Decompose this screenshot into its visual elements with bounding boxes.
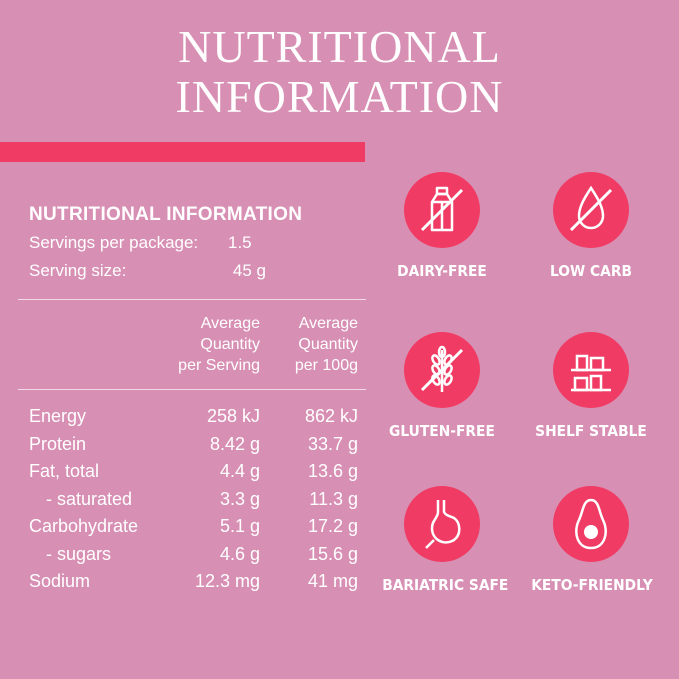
- milk-carton-crossed-icon: [420, 186, 464, 232]
- badge-gluten-free: GLUTEN-FREE: [377, 332, 507, 440]
- wheat-crossed-icon: [420, 345, 464, 392]
- row-label: Fat, total: [29, 461, 100, 481]
- table-row: - saturated 3.3 g 11.3 g: [18, 489, 366, 517]
- col1-header-line-2: Quantity: [200, 336, 260, 353]
- drop-crossed-icon: [569, 185, 613, 232]
- row-per-100g: 15.6 g: [307, 543, 358, 564]
- servings-value: 1.5: [228, 233, 252, 252]
- table-row: Protein 8.42 g 33.7 g: [18, 434, 366, 462]
- table-row: Energy 258 kJ 862 kJ: [18, 406, 366, 434]
- badge-dairy-free: DAIRY-FREE: [377, 172, 507, 280]
- servings-label: Servings per package:: [29, 233, 199, 252]
- row-per-serving: 8.42 g: [209, 433, 260, 454]
- row-per-100g: 33.7 g: [307, 433, 358, 454]
- avocado-icon: [575, 498, 607, 550]
- row-per-100g: 17.2 g: [307, 516, 358, 536]
- table-row: Carbohydrate 5.1 g 17.2 g: [18, 516, 366, 544]
- badge-circle: [553, 486, 629, 562]
- panel-heading: NUTRITIONAL INFORMATION: [29, 204, 303, 225]
- row-per-100g: 13.6 g: [307, 461, 358, 481]
- table-row: - sugars 4.6 g 15.6 g: [18, 544, 366, 572]
- badge-label: SHELF STABLE: [535, 422, 647, 440]
- badge-label: GLUTEN-FREE: [389, 422, 495, 440]
- table-row: Sodium 12.3 mg 41 mg: [18, 571, 366, 599]
- badge-circle: [553, 332, 629, 408]
- divider-bottom: [18, 389, 366, 390]
- divider-top: [18, 299, 366, 300]
- row-per-serving: 12.3 mg: [194, 571, 260, 591]
- accent-bar: [0, 142, 365, 162]
- row-per-serving: 4.4 g: [219, 461, 260, 481]
- row-per-serving: 4.6 g: [219, 543, 260, 564]
- badge-label: DAIRY-FREE: [397, 262, 487, 280]
- row-per-serving: 3.3 g: [219, 488, 260, 509]
- col1-header-line-1: Average: [200, 315, 260, 332]
- shelf-jars-icon: [571, 354, 611, 392]
- badge-label: LOW CARB: [549, 262, 633, 280]
- badge-circle: [553, 172, 629, 248]
- col2-header-line-2: Quantity: [298, 336, 358, 353]
- column-header-per-serving: Average Quantity per Serving: [178, 313, 260, 376]
- row-label: - saturated: [46, 488, 133, 509]
- row-per-100g: 41 mg: [307, 571, 358, 591]
- badge-circle: [404, 172, 480, 248]
- badge-circle: [404, 332, 480, 408]
- col1-header-line-3: per Serving: [178, 357, 260, 374]
- nutrition-rows: Energy 258 kJ 862 kJ Protein 8.42 g 33.7…: [18, 406, 366, 599]
- badge-circle: [404, 486, 480, 562]
- stomach-icon: [425, 500, 461, 549]
- badge-shelf-stable: SHELF STABLE: [526, 332, 656, 440]
- row-label: Sodium: [29, 571, 91, 591]
- badge-label: BARIATRIC SAFE: [382, 576, 509, 594]
- title-line-1: NUTRITIONAL: [178, 21, 501, 72]
- badge-label: KETO-FRIENDLY: [531, 576, 653, 594]
- row-per-100g: 11.3 g: [309, 488, 358, 509]
- row-per-100g: 862 kJ: [304, 406, 358, 426]
- table-row: Fat, total 4.4 g 13.6 g: [18, 461, 366, 489]
- serving-size-value: 45 g: [232, 261, 266, 280]
- row-per-serving: 258 kJ: [206, 406, 260, 426]
- col2-header-line-1: Average: [298, 315, 358, 332]
- title-line-2: INFORMATION: [175, 71, 504, 122]
- row-label: Energy: [29, 406, 87, 426]
- row-per-serving: 5.1 g: [219, 516, 260, 536]
- row-label: Carbohydrate: [29, 516, 139, 536]
- row-label: Protein: [29, 433, 87, 454]
- serving-size-label: Serving size:: [29, 261, 127, 280]
- badge-keto-friendly: KETO-FRIENDLY: [526, 486, 656, 594]
- badge-bariatric-safe: BARIATRIC SAFE: [377, 486, 509, 594]
- row-label: - sugars: [46, 543, 112, 564]
- column-header-per-100g: Average Quantity per 100g: [295, 313, 358, 376]
- col2-header-line-3: per 100g: [294, 357, 358, 374]
- badge-low-carb: LOW CARB: [526, 172, 656, 280]
